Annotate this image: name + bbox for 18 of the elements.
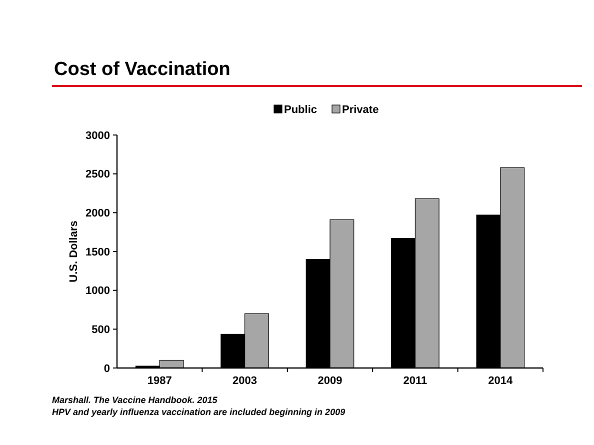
y-axis-title: U.S. Dollars [68, 220, 80, 282]
legend-label: Private [342, 104, 379, 116]
x-tick-label: 2014 [488, 375, 514, 387]
y-tick-label: 2500 [86, 168, 110, 181]
x-tick-label: 1987 [147, 375, 172, 387]
y-tick-label: 1500 [86, 246, 110, 258]
text: Marshall. The Vaccine Handbook. 2015 [52, 395, 218, 405]
x-tick-label: 2009 [318, 375, 342, 387]
y-tick-label: 1000 [86, 285, 110, 298]
y-tick-label: 2000 [86, 208, 110, 220]
y-tick-label: 3000 [86, 130, 110, 142]
legend-label: Public [284, 104, 318, 116]
y-tick-label: 0 [104, 362, 110, 375]
chart-title: Cost of Vaccination [54, 59, 230, 80]
x-tick-label: 2011 [403, 375, 428, 387]
text: HPV and yearly influenza vaccination are included beginning in 2009 [52, 407, 346, 417]
y-tick-label: 500 [92, 324, 110, 336]
x-tick-label: 2003 [232, 375, 258, 387]
